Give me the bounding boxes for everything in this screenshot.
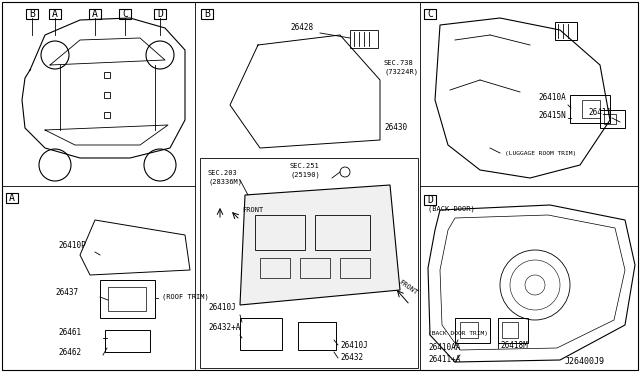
Bar xyxy=(200,158,418,368)
Text: SEC.203: SEC.203 xyxy=(208,170,237,176)
Text: (28336M): (28336M) xyxy=(208,178,242,185)
Bar xyxy=(582,100,600,118)
Bar xyxy=(498,318,528,343)
Text: 26411: 26411 xyxy=(588,108,611,117)
Text: C: C xyxy=(122,9,128,19)
Bar xyxy=(315,215,370,250)
Text: 26410A: 26410A xyxy=(538,93,566,102)
Text: 26410J: 26410J xyxy=(208,303,236,312)
Bar xyxy=(260,258,290,278)
FancyBboxPatch shape xyxy=(201,9,213,19)
Bar xyxy=(455,318,490,343)
Bar xyxy=(105,330,150,352)
Text: 26410P: 26410P xyxy=(58,241,86,250)
Text: (BACK DOOR TRIM): (BACK DOOR TRIM) xyxy=(428,331,488,336)
Text: 26410J: 26410J xyxy=(340,341,368,350)
Text: (LUGGAGE ROOM TRIM): (LUGGAGE ROOM TRIM) xyxy=(505,151,576,156)
Text: (73224R): (73224R) xyxy=(384,68,418,74)
Text: 26461: 26461 xyxy=(58,328,81,337)
Text: (25190): (25190) xyxy=(290,171,320,177)
Text: (ROOF TRIM): (ROOF TRIM) xyxy=(162,293,209,299)
FancyBboxPatch shape xyxy=(26,9,38,19)
Bar xyxy=(350,30,378,48)
Text: 26432: 26432 xyxy=(340,353,363,362)
Bar xyxy=(255,215,305,250)
Text: D: D xyxy=(157,9,163,19)
Text: 26418M: 26418M xyxy=(500,341,528,350)
Text: 26462: 26462 xyxy=(58,348,81,357)
Text: 26411+A: 26411+A xyxy=(428,355,460,364)
FancyBboxPatch shape xyxy=(424,195,436,205)
Bar xyxy=(108,287,146,311)
Text: A: A xyxy=(9,193,15,203)
Text: C: C xyxy=(427,9,433,19)
Bar xyxy=(340,258,370,278)
Text: 26432+A: 26432+A xyxy=(208,323,241,332)
Text: B: B xyxy=(204,9,210,19)
Bar xyxy=(502,322,518,338)
Text: A: A xyxy=(92,9,98,19)
Bar xyxy=(240,318,282,350)
FancyBboxPatch shape xyxy=(119,9,131,19)
FancyBboxPatch shape xyxy=(6,193,18,203)
Text: J26400J9: J26400J9 xyxy=(565,357,605,366)
Text: 26428: 26428 xyxy=(290,23,313,32)
Text: 26410AA: 26410AA xyxy=(428,343,460,352)
Bar xyxy=(555,22,577,40)
Polygon shape xyxy=(240,185,400,305)
Bar xyxy=(298,322,336,350)
Bar xyxy=(460,322,478,338)
Bar xyxy=(604,114,616,124)
Text: 26430: 26430 xyxy=(384,123,407,132)
Text: FRONT: FRONT xyxy=(242,207,263,213)
Text: D: D xyxy=(427,195,433,205)
Text: A: A xyxy=(52,9,58,19)
Bar xyxy=(600,110,625,128)
Text: 26415N: 26415N xyxy=(538,111,566,120)
Text: 26437: 26437 xyxy=(55,288,78,297)
Text: SEC.738: SEC.738 xyxy=(384,60,413,66)
Bar xyxy=(570,95,610,123)
FancyBboxPatch shape xyxy=(89,9,101,19)
Bar xyxy=(100,280,155,318)
FancyBboxPatch shape xyxy=(154,9,166,19)
Bar xyxy=(300,258,330,278)
Text: SEC.251: SEC.251 xyxy=(290,163,320,169)
Text: FRONT: FRONT xyxy=(398,279,419,296)
Text: (BACK DOOR): (BACK DOOR) xyxy=(428,205,475,212)
Text: B: B xyxy=(29,9,35,19)
FancyBboxPatch shape xyxy=(424,9,436,19)
FancyBboxPatch shape xyxy=(49,9,61,19)
